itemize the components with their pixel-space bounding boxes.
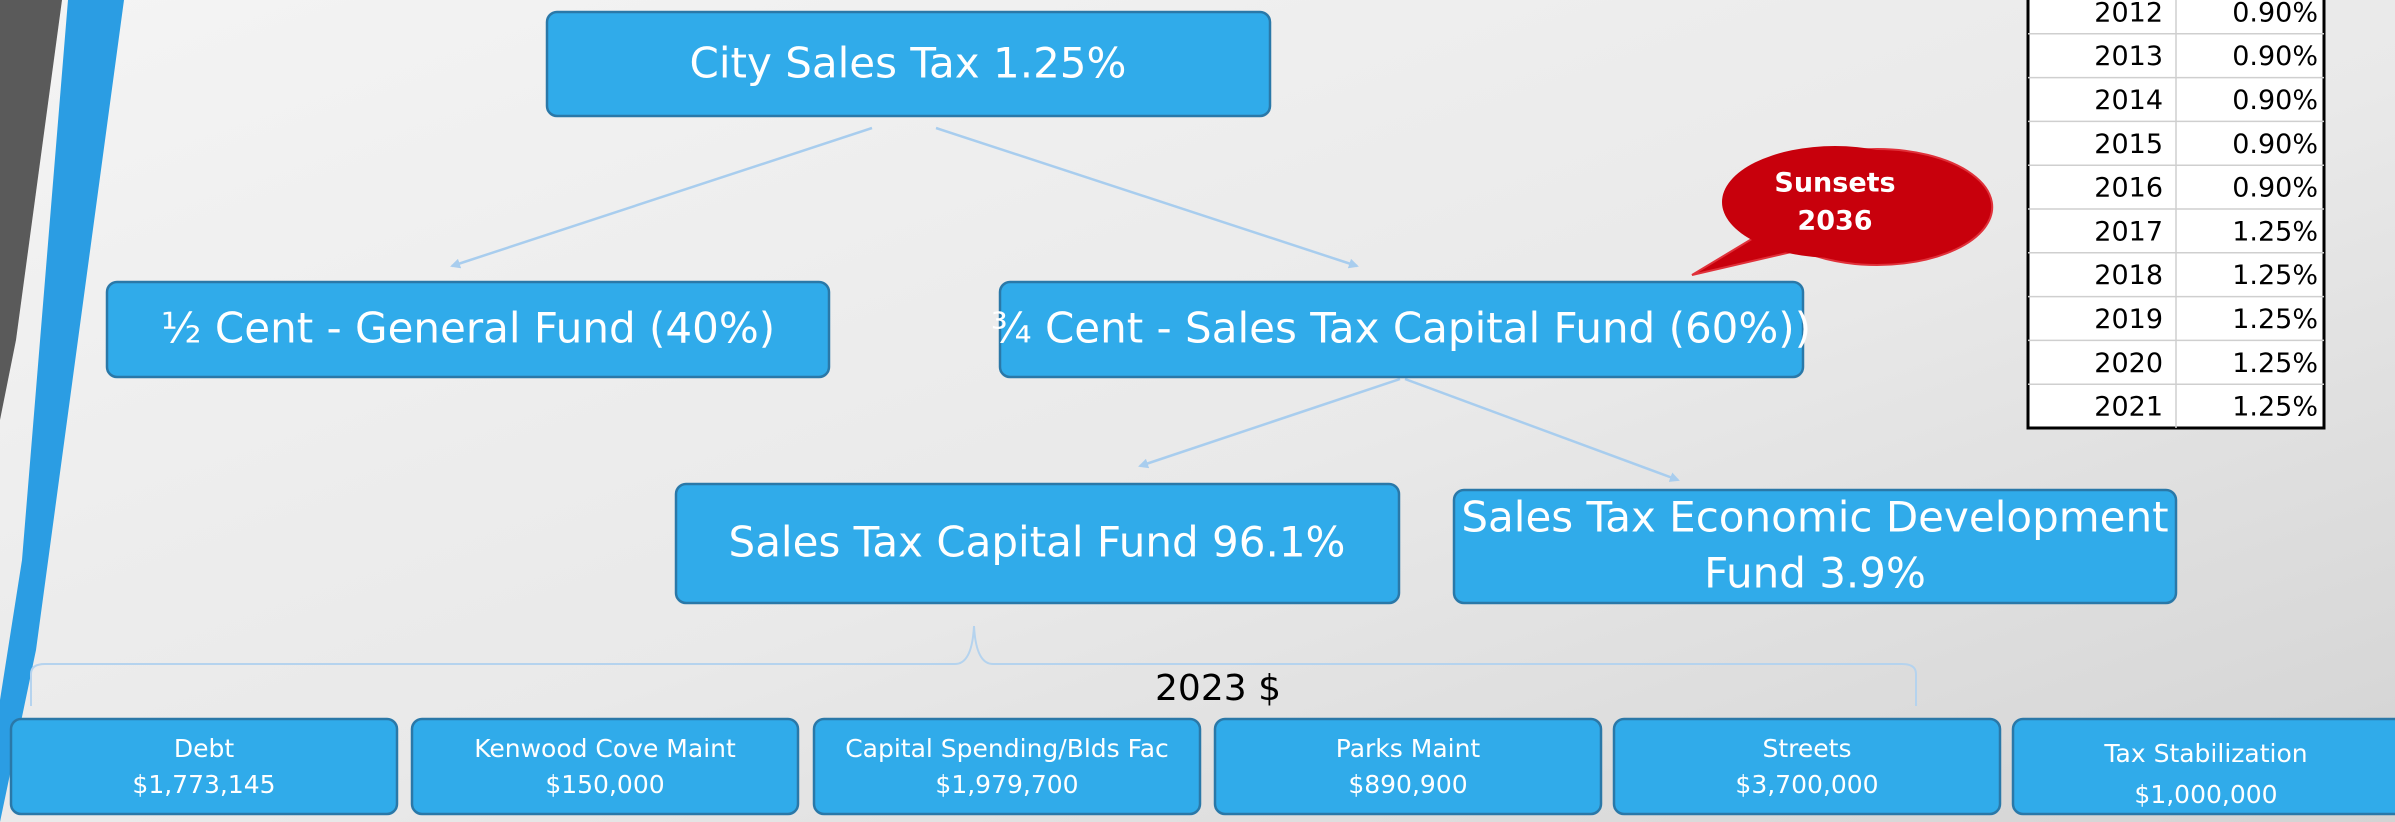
fund-name: Debt bbox=[174, 734, 235, 763]
funds: Debt $1,773,145 Kenwood Cove Maint $150,000… bbox=[9, 717, 2395, 816]
fund-amount: $1,000,000 bbox=[2134, 780, 2277, 809]
fund-name: Tax Stabilization bbox=[2103, 739, 2307, 768]
table-rate: 1.25% bbox=[2232, 348, 2318, 379]
fund-name: Kenwood Cove Maint bbox=[474, 734, 736, 763]
fund-name: Parks Maint bbox=[1336, 734, 1481, 763]
table-rate: 1.25% bbox=[2232, 216, 2318, 247]
table-year: 2020 bbox=[2094, 348, 2163, 379]
table-rate: 0.90% bbox=[2232, 41, 2318, 72]
brace bbox=[30, 625, 1917, 706]
table-rate: 1.25% bbox=[2232, 392, 2318, 423]
table-year: 2012 bbox=[2094, 0, 2163, 28]
blue-stripe bbox=[0, 0, 124, 822]
table-year: 2019 bbox=[2094, 304, 2163, 335]
rate-table: 2012 0.90% 2013 0.90% 2014 0.90% 2015 0.90% 2016… bbox=[2026, 0, 2326, 430]
node-box bbox=[1452, 488, 2178, 605]
fund-box bbox=[1612, 717, 2002, 816]
fund-amount: $1,979,700 bbox=[935, 770, 1078, 799]
fund-name: Capital Spending/Blds Fac bbox=[845, 734, 1169, 763]
table-rate: 0.90% bbox=[2232, 173, 2318, 204]
arrow bbox=[1138, 377, 1401, 469]
table-rate: 0.90% bbox=[2232, 85, 2318, 116]
node-label: Sales Tax Capital Fund 96.1% bbox=[729, 518, 1346, 567]
fund-amount: $890,900 bbox=[1348, 770, 1467, 799]
node-label: ½ Cent - General Fund (40%) bbox=[161, 304, 775, 353]
node-box bbox=[105, 280, 831, 379]
fund-amount: $3,700,000 bbox=[1735, 770, 1878, 799]
node-label: ¾ Cent - Sales Tax Capital Fund (60%)) bbox=[991, 304, 1811, 353]
fund-box bbox=[2011, 717, 2395, 816]
fund-box bbox=[1213, 717, 1603, 816]
table-year: 2015 bbox=[2094, 129, 2163, 160]
fund-box bbox=[410, 717, 800, 816]
node-label: City Sales Tax 1.25% bbox=[690, 39, 1127, 88]
callout-fill bbox=[1722, 146, 1948, 258]
callout-text: 2036 bbox=[1797, 206, 1872, 237]
table-rate: 0.90% bbox=[2232, 0, 2318, 28]
table-rate: 1.25% bbox=[2232, 260, 2318, 291]
brace-label: 2023 $ bbox=[1155, 668, 1281, 709]
fund-box bbox=[812, 717, 1202, 816]
node-box bbox=[674, 482, 1401, 605]
table-rate: 1.25% bbox=[2232, 304, 2318, 335]
callout-text: Sunsets bbox=[1774, 168, 1895, 199]
fund-name: Streets bbox=[1763, 734, 1852, 763]
node-label: Sales Tax Economic Development bbox=[1461, 493, 2168, 542]
dark-stripe bbox=[0, 0, 62, 420]
table-year: 2017 bbox=[2094, 216, 2163, 247]
arrow bbox=[935, 126, 1359, 269]
arrows bbox=[450, 126, 1680, 482]
node-label: Fund 3.9% bbox=[1704, 549, 1926, 598]
table-year: 2013 bbox=[2094, 41, 2163, 72]
table-year: 2018 bbox=[2094, 260, 2163, 291]
arrow bbox=[450, 126, 873, 269]
arrow bbox=[1404, 377, 1680, 482]
node-box bbox=[998, 280, 1805, 379]
fund-box bbox=[9, 717, 399, 816]
fund-amount: $1,773,145 bbox=[132, 770, 275, 799]
fund-amount: $150,000 bbox=[545, 770, 664, 799]
table-rate: 0.90% bbox=[2232, 129, 2318, 160]
table-year: 2021 bbox=[2094, 392, 2163, 423]
table-year: 2016 bbox=[2094, 173, 2163, 204]
node-box bbox=[545, 10, 1272, 118]
table-year: 2014 bbox=[2094, 85, 2163, 116]
